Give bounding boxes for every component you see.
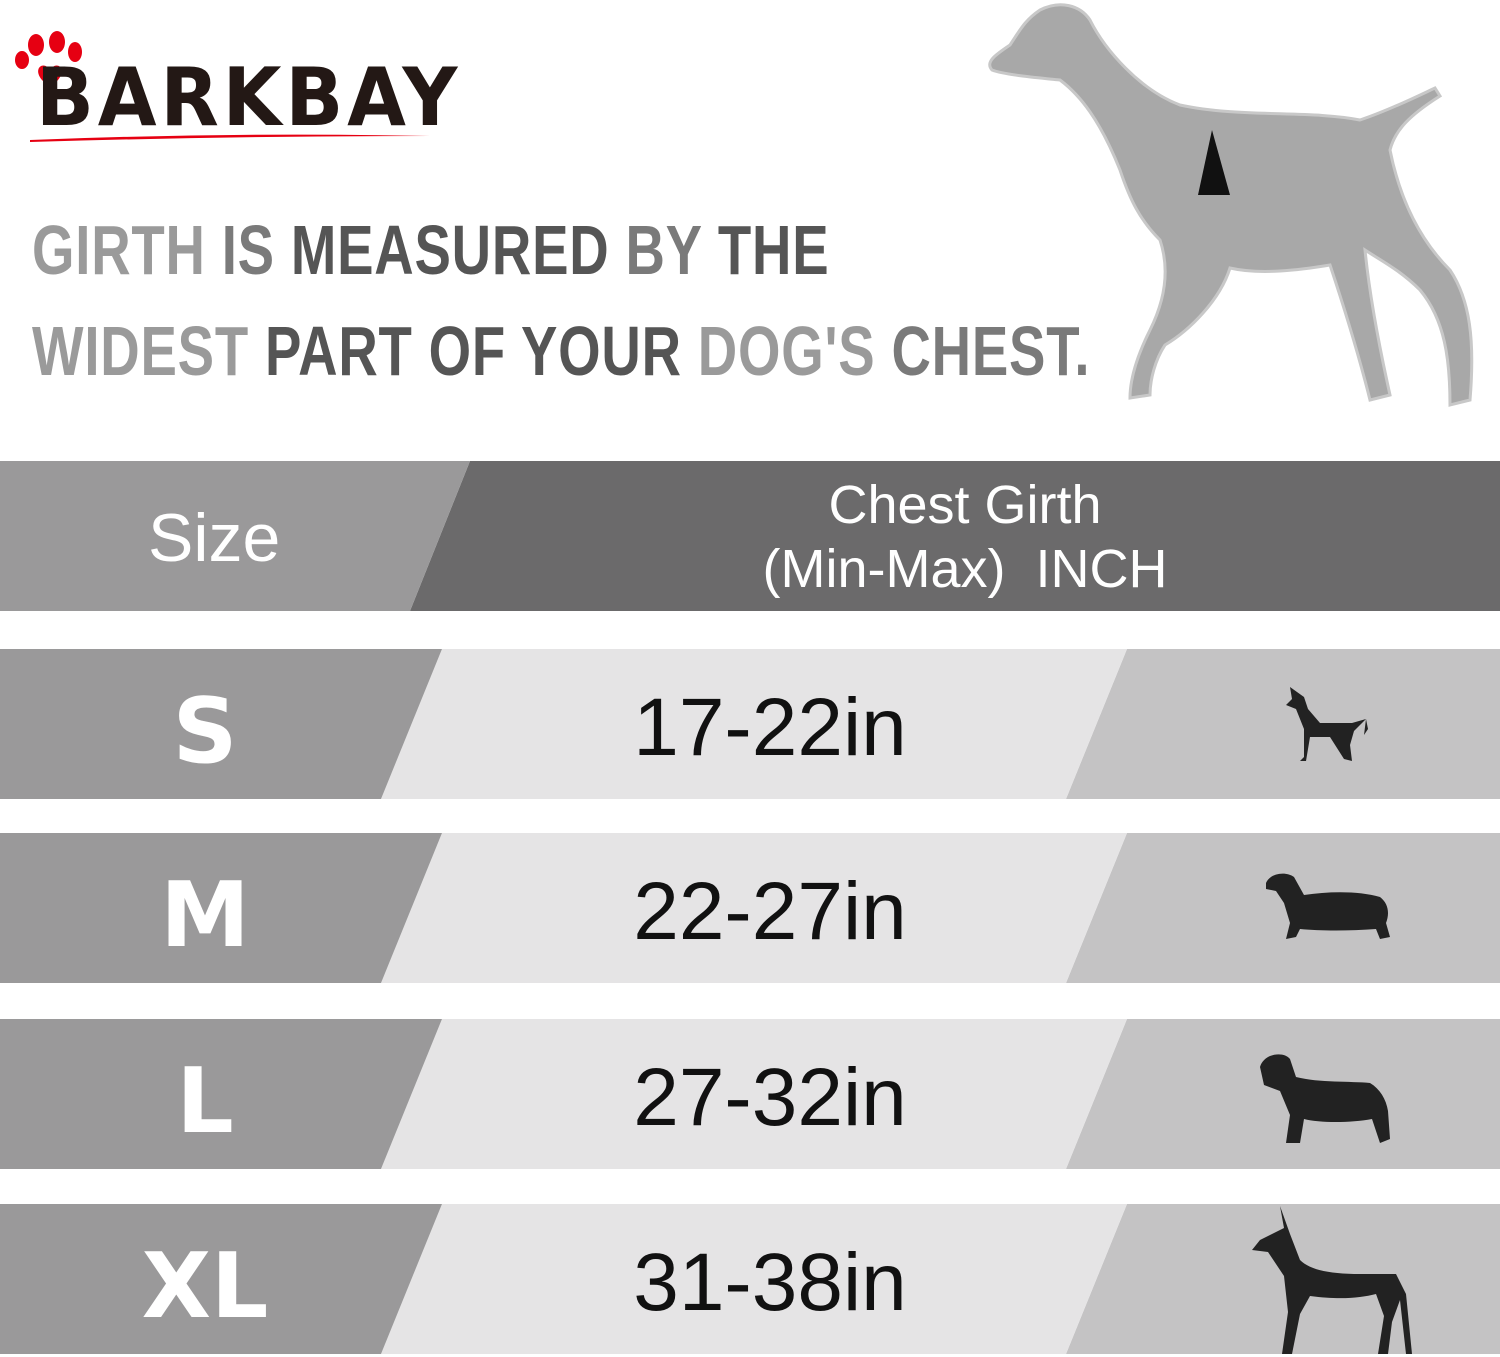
headline-word: THE <box>717 211 830 289</box>
headline-word: BY <box>625 211 702 289</box>
headline-word: PART <box>264 312 413 390</box>
headline-word: YOUR <box>520 312 682 390</box>
headline-word: WIDEST <box>32 312 250 390</box>
table-header: Size Chest Girth (Min-Max) INCH <box>0 461 1500 611</box>
girth-column-header: Chest Girth (Min-Max) INCH <box>700 473 1230 601</box>
table-row: L 27-32in <box>0 1019 1500 1169</box>
size-label: XL <box>141 1234 269 1339</box>
girth-range: 27-32in <box>633 1052 907 1143</box>
size-column-header: Size <box>148 500 281 576</box>
size-label: S <box>172 679 238 784</box>
headline-word: CHEST. <box>891 312 1091 390</box>
labrador-icon <box>1260 1054 1390 1143</box>
table-row: XL 31-38in <box>0 1204 1500 1354</box>
paw-icon <box>15 31 82 88</box>
headline-word: OF <box>428 312 507 390</box>
great-dane-icon <box>1252 1206 1412 1354</box>
size-label: M <box>160 863 250 968</box>
size-label: L <box>176 1049 234 1154</box>
girth-header-line-2: (Min-Max) INCH <box>762 539 1168 599</box>
girth-range: 31-38in <box>633 1237 907 1328</box>
brand-logo: BARKBAY <box>10 20 457 150</box>
table-row: M 22-27in <box>0 833 1500 983</box>
girth-range: 22-27in <box>633 866 907 957</box>
headline-line-2: WIDEST PART OF YOUR DOG'S CHEST. <box>32 316 1090 386</box>
chihuahua-icon <box>1286 687 1368 761</box>
girth-header-line-1: Chest Girth <box>828 475 1102 535</box>
measurement-marker-icon <box>1198 130 1230 195</box>
headline-word: IS <box>221 211 275 289</box>
headline-word: GIRTH <box>32 211 206 289</box>
logo-underline <box>30 134 430 142</box>
table-row: S 17-22in <box>0 649 1500 799</box>
header-girth-cell <box>410 461 1500 611</box>
logo-text: BARKBAY <box>36 51 462 144</box>
headline-word: DOG'S <box>697 312 876 390</box>
dachshund-icon <box>1266 873 1390 939</box>
dog-measurement-illustration <box>988 3 1474 407</box>
headline-word: MEASURED <box>290 211 610 289</box>
headline-line-1: GIRTH IS MEASURED BY THE <box>32 215 829 285</box>
header-size-cell <box>0 461 470 611</box>
girth-range: 17-22in <box>633 682 907 773</box>
